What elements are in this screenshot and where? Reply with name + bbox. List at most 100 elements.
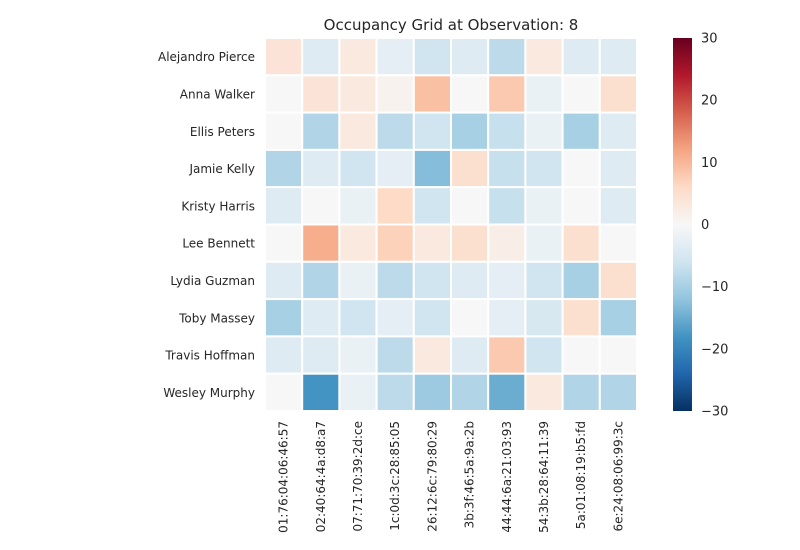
heatmap-cell — [338, 298, 378, 338]
heatmap-cell — [375, 186, 415, 226]
heatmap-cell — [301, 148, 341, 189]
heatmap-cell — [598, 298, 638, 338]
heatmap-cell — [598, 74, 638, 114]
heatmap-cell — [338, 148, 378, 189]
heatmap-cell — [301, 223, 341, 263]
heatmap-cell — [450, 298, 490, 338]
heatmap-cell — [524, 148, 564, 189]
column-label: 02:40:64:4a:d8:a7 — [314, 421, 328, 532]
column-label: 07:71:70:39:2d:ce — [351, 421, 365, 532]
heatmap-cell — [524, 74, 564, 114]
heatmap-cell — [264, 111, 304, 151]
heatmap-cell — [524, 335, 564, 375]
heatmap-cell — [561, 372, 601, 413]
heatmap-cell — [375, 74, 415, 114]
heatmap-cell — [412, 148, 452, 189]
heatmap-cell — [450, 260, 490, 301]
row-label: Anna Walker — [180, 87, 255, 101]
row-labels: Alejandro Pierce Anna Walker Ellis Peters J… — [158, 50, 255, 400]
heatmap-cell — [264, 74, 304, 114]
heatmap-cell — [375, 372, 415, 413]
heatmap-cell — [338, 37, 378, 77]
heatmap-cell — [524, 111, 564, 151]
heatmap-cell — [412, 260, 452, 301]
heatmap-cell — [264, 186, 304, 226]
column-labels: 01:76:04:06:46:57 02:40:64:4a:d8:a7 07:71:… — [277, 421, 626, 533]
column-label: 6e:24:08:06:99:3c — [611, 421, 625, 532]
colorbar-tick-label: −30 — [701, 405, 728, 420]
heatmap-cell — [598, 186, 638, 226]
heatmap-cell — [264, 260, 304, 301]
heatmap-cells — [264, 37, 638, 413]
heatmap-cell — [450, 186, 490, 226]
heatmap-cell — [561, 260, 601, 301]
row-label: Lee Bennett — [182, 237, 255, 251]
row-label: Toby Massey — [178, 311, 255, 325]
heatmap-cell — [450, 111, 490, 151]
heatmap-cell — [301, 335, 341, 375]
heatmap-cell — [412, 111, 452, 151]
heatmap-cell — [412, 186, 452, 226]
colorbar — [673, 38, 692, 411]
heatmap-cell — [264, 335, 304, 375]
heatmap-cell — [561, 335, 601, 375]
heatmap-cell — [598, 335, 638, 375]
row-label: Alejandro Pierce — [158, 50, 255, 64]
heatmap-cell — [524, 223, 564, 263]
heatmap-cell — [450, 372, 490, 413]
heatmap-cell — [375, 111, 415, 151]
heatmap-cell — [375, 260, 415, 301]
heatmap-cell — [338, 335, 378, 375]
colorbar-tick-label: −20 — [701, 342, 728, 357]
heatmap-cell — [561, 37, 601, 77]
heatmap-cell — [450, 335, 490, 375]
heatmap-cell — [412, 37, 452, 77]
row-label: Kristy Harris — [181, 199, 255, 213]
heatmap-cell — [338, 111, 378, 151]
heatmap-cell — [598, 223, 638, 263]
row-label: Jamie Kelly — [188, 162, 255, 176]
heatmap-cell — [412, 74, 452, 114]
heatmap-cell — [524, 298, 564, 338]
heatmap-cell — [598, 37, 638, 77]
chart-title: Occupancy Grid at Observation: 8 — [324, 16, 579, 34]
heatmap-cell — [561, 111, 601, 151]
heatmap-cell — [487, 335, 527, 375]
heatmap-cell — [561, 148, 601, 189]
heatmap-cell — [301, 260, 341, 301]
column-label: 54:3b:28:64:11:39 — [537, 421, 551, 533]
heatmap-cell — [524, 260, 564, 301]
heatmap-cell — [264, 37, 304, 77]
row-label: Lydia Guzman — [170, 274, 255, 288]
row-label: Travis Hoffman — [164, 349, 255, 363]
colorbar-tick-label: −10 — [701, 280, 728, 295]
heatmap-cell — [375, 37, 415, 77]
row-label: Ellis Peters — [190, 125, 255, 139]
heatmap-cell — [412, 372, 452, 413]
heatmap-cell — [412, 298, 452, 338]
heatmap-cell — [264, 223, 304, 263]
heatmap-cell — [524, 186, 564, 226]
heatmap-cell — [487, 223, 527, 263]
heatmap-cell — [487, 186, 527, 226]
heatmap-cell — [487, 37, 527, 77]
heatmap-cell — [338, 74, 378, 114]
heatmap-cell — [561, 223, 601, 263]
heatmap-cell — [487, 148, 527, 189]
heatmap-cell — [487, 260, 527, 301]
heatmap-cell — [301, 372, 341, 413]
heatmap-cell — [264, 372, 304, 413]
heatmap-cell — [375, 148, 415, 189]
column-label: 1c:0d:3c:28:85:05 — [388, 421, 402, 531]
heatmap-cell — [450, 37, 490, 77]
colorbar-ticks: 30 20 10 0 −10 −20 −30 — [701, 32, 728, 420]
column-label: 3b:3f:46:5a:9a:2b — [463, 421, 477, 528]
heatmap-cell — [561, 186, 601, 226]
heatmap-cell — [598, 148, 638, 189]
heatmap-cell — [338, 223, 378, 263]
heatmap-cell — [561, 298, 601, 338]
heatmap-cell — [524, 372, 564, 413]
heatmap-cell — [450, 148, 490, 189]
heatmap-cell — [338, 260, 378, 301]
